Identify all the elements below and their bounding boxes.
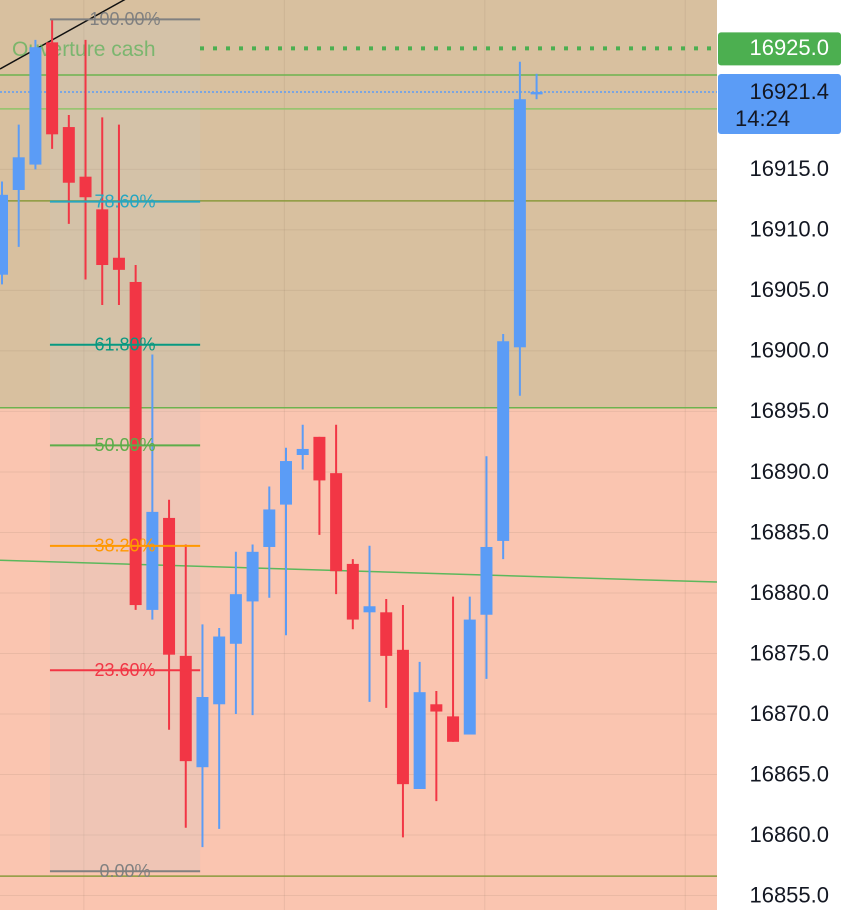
candle-body xyxy=(213,636,226,705)
y-tick-label: 16880.0 xyxy=(749,580,829,605)
candle-body xyxy=(129,281,142,606)
candle-body xyxy=(62,127,75,183)
fib-level-label: 61.80% xyxy=(95,335,156,355)
candle-body xyxy=(96,209,109,266)
zone xyxy=(0,407,717,910)
candle-body xyxy=(29,47,42,165)
candle-body xyxy=(179,655,192,762)
candle-body xyxy=(0,194,9,275)
y-tick-label: 16910.0 xyxy=(749,217,829,242)
candle-body xyxy=(513,99,526,348)
candle-body xyxy=(380,612,393,656)
fib-level-label: 23.60% xyxy=(95,660,156,680)
candle-body xyxy=(313,436,326,481)
candle-body xyxy=(263,509,276,547)
price-axis-panel xyxy=(717,0,849,910)
candle-body xyxy=(413,692,426,789)
y-tick-label: 16860.0 xyxy=(749,822,829,847)
candle-body xyxy=(480,546,493,615)
y-tick-label: 16875.0 xyxy=(749,640,829,665)
y-tick-label: 16900.0 xyxy=(749,338,829,363)
last-price-time: 14:24 xyxy=(735,106,790,131)
candle-body xyxy=(430,704,443,712)
candle-body xyxy=(163,517,176,655)
y-tick-label: 16855.0 xyxy=(749,882,829,907)
candle-body xyxy=(463,619,476,735)
candle-body xyxy=(447,716,460,742)
candle-body xyxy=(346,563,359,620)
fib-level-label: 100.00% xyxy=(90,9,161,29)
trendline xyxy=(0,0,126,70)
ouverture-price-label: 16925.0 xyxy=(749,35,829,60)
candle-body xyxy=(279,461,292,505)
y-tick-label: 16895.0 xyxy=(749,398,829,423)
fib-level-label: 78.60% xyxy=(95,191,156,211)
y-tick-label: 16865.0 xyxy=(749,761,829,786)
candle-body xyxy=(497,341,510,541)
candle-body xyxy=(46,42,59,135)
candle-body xyxy=(246,551,259,602)
fib-level-label: 50.00% xyxy=(95,435,156,455)
candle-body xyxy=(229,594,242,644)
last-price-badge xyxy=(718,73,841,134)
candle-body xyxy=(79,176,92,198)
fib-level-label: 0.00% xyxy=(100,861,151,881)
candle-body xyxy=(196,697,209,768)
y-tick-label: 16890.0 xyxy=(749,459,829,484)
candle-body xyxy=(330,473,343,572)
candle-body xyxy=(112,257,125,270)
y-tick-label: 16915.0 xyxy=(749,156,829,181)
candle-body xyxy=(530,91,543,95)
candle-body xyxy=(296,448,309,455)
y-tick-label: 16885.0 xyxy=(749,519,829,544)
y-tick-label: 16905.0 xyxy=(749,277,829,302)
candle-body xyxy=(12,157,25,190)
candle-body xyxy=(396,649,409,785)
last-price-label: 16921.4 xyxy=(749,79,829,104)
ouverture-badge xyxy=(718,32,841,66)
fib-level-label: 38.20% xyxy=(95,536,156,556)
candle-body xyxy=(363,606,376,613)
candle-body xyxy=(146,511,159,610)
y-tick-label: 16870.0 xyxy=(749,701,829,726)
